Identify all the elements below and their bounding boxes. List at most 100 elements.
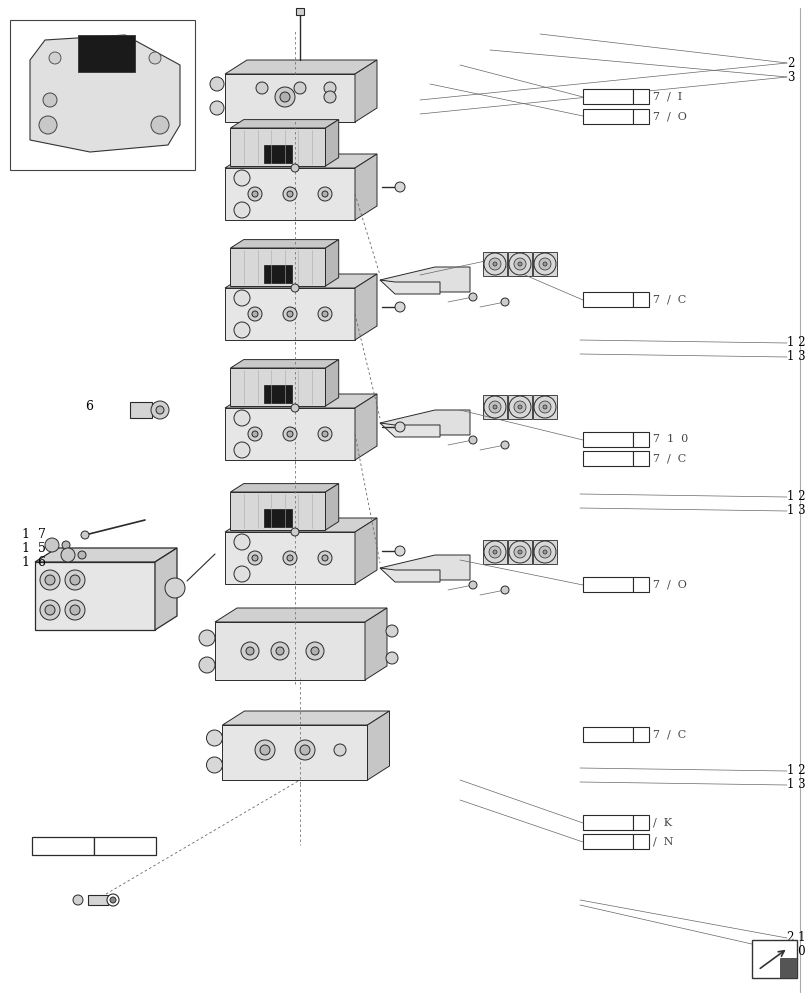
Circle shape: [483, 396, 505, 418]
Circle shape: [322, 311, 328, 317]
Bar: [582, 292, 633, 307]
Circle shape: [165, 578, 185, 598]
Text: 8: 8: [637, 454, 644, 464]
Circle shape: [543, 550, 547, 554]
Circle shape: [500, 441, 508, 449]
Circle shape: [210, 77, 224, 91]
Bar: [582, 834, 633, 849]
Text: 1 . 8 2 .: 1 . 8 2 .: [41, 841, 84, 851]
Text: 1 . 8 2: 1 . 8 2: [590, 580, 625, 589]
Circle shape: [488, 258, 500, 270]
Circle shape: [385, 625, 397, 637]
Circle shape: [109, 897, 116, 903]
Polygon shape: [354, 60, 376, 122]
Circle shape: [299, 745, 310, 755]
Text: 1 2: 1 2: [786, 490, 805, 504]
Circle shape: [394, 422, 405, 432]
Circle shape: [73, 895, 83, 905]
Text: 1 . 8 2: 1 . 8 2: [590, 112, 625, 122]
Polygon shape: [225, 274, 376, 288]
Circle shape: [234, 290, 250, 306]
Circle shape: [283, 307, 297, 321]
Text: 7  1  0: 7 1 0: [652, 434, 688, 444]
Circle shape: [199, 657, 215, 673]
Polygon shape: [230, 120, 338, 128]
Circle shape: [500, 298, 508, 306]
Circle shape: [251, 555, 258, 561]
Circle shape: [210, 101, 224, 115]
Circle shape: [322, 191, 328, 197]
Circle shape: [483, 253, 505, 275]
Text: 6: 6: [85, 400, 93, 414]
Text: 7: 7: [637, 294, 644, 304]
Bar: [10, 20, 195, 170]
Circle shape: [290, 164, 298, 172]
Bar: [94, 837, 156, 855]
Bar: [633, 432, 648, 447]
Text: 7  /  C: 7 / C: [652, 294, 685, 304]
Polygon shape: [230, 248, 325, 286]
Circle shape: [286, 191, 293, 197]
Circle shape: [492, 262, 496, 266]
Circle shape: [469, 436, 476, 444]
Circle shape: [156, 406, 164, 414]
Bar: [32, 837, 94, 855]
Circle shape: [322, 431, 328, 437]
Bar: [633, 577, 648, 592]
Bar: [582, 727, 633, 742]
Bar: [633, 834, 648, 849]
Circle shape: [65, 600, 85, 620]
Circle shape: [324, 91, 336, 103]
Circle shape: [322, 555, 328, 561]
Circle shape: [394, 302, 405, 312]
Bar: [582, 577, 633, 592]
Circle shape: [234, 170, 250, 186]
Circle shape: [49, 52, 61, 64]
Text: 2 1: 2 1: [786, 931, 805, 944]
Circle shape: [260, 745, 270, 755]
Text: 1 . 8 2: 1 . 8 2: [590, 729, 625, 739]
Text: 5: 5: [637, 434, 644, 444]
Circle shape: [517, 262, 521, 266]
Circle shape: [324, 82, 336, 94]
Text: 1 2: 1 2: [786, 764, 805, 778]
Text: /  N: / N: [652, 836, 672, 846]
Polygon shape: [532, 252, 556, 276]
Polygon shape: [532, 395, 556, 419]
Polygon shape: [230, 128, 325, 166]
Circle shape: [488, 546, 500, 558]
Circle shape: [492, 405, 496, 409]
Text: 1 3: 1 3: [786, 778, 805, 791]
Polygon shape: [779, 958, 796, 978]
Polygon shape: [78, 35, 135, 72]
Polygon shape: [230, 484, 338, 492]
Polygon shape: [365, 608, 387, 680]
Circle shape: [255, 82, 268, 94]
Polygon shape: [380, 267, 470, 292]
Circle shape: [199, 630, 215, 646]
Circle shape: [241, 642, 259, 660]
Circle shape: [271, 642, 289, 660]
Polygon shape: [354, 394, 376, 460]
Bar: [633, 815, 648, 830]
Polygon shape: [225, 60, 376, 74]
Polygon shape: [225, 532, 354, 584]
Circle shape: [508, 396, 530, 418]
Text: 7  /  C: 7 / C: [652, 729, 685, 739]
Text: 4: 4: [637, 92, 644, 102]
Polygon shape: [325, 120, 338, 166]
Polygon shape: [225, 408, 354, 460]
Circle shape: [513, 401, 526, 413]
Circle shape: [234, 410, 250, 426]
Circle shape: [469, 581, 476, 589]
Circle shape: [534, 396, 556, 418]
Bar: [582, 815, 633, 830]
Circle shape: [508, 253, 530, 275]
Polygon shape: [354, 154, 376, 220]
Polygon shape: [225, 154, 376, 168]
Circle shape: [534, 541, 556, 563]
Circle shape: [251, 431, 258, 437]
Circle shape: [70, 575, 80, 585]
Polygon shape: [508, 252, 531, 276]
Bar: [633, 109, 648, 124]
